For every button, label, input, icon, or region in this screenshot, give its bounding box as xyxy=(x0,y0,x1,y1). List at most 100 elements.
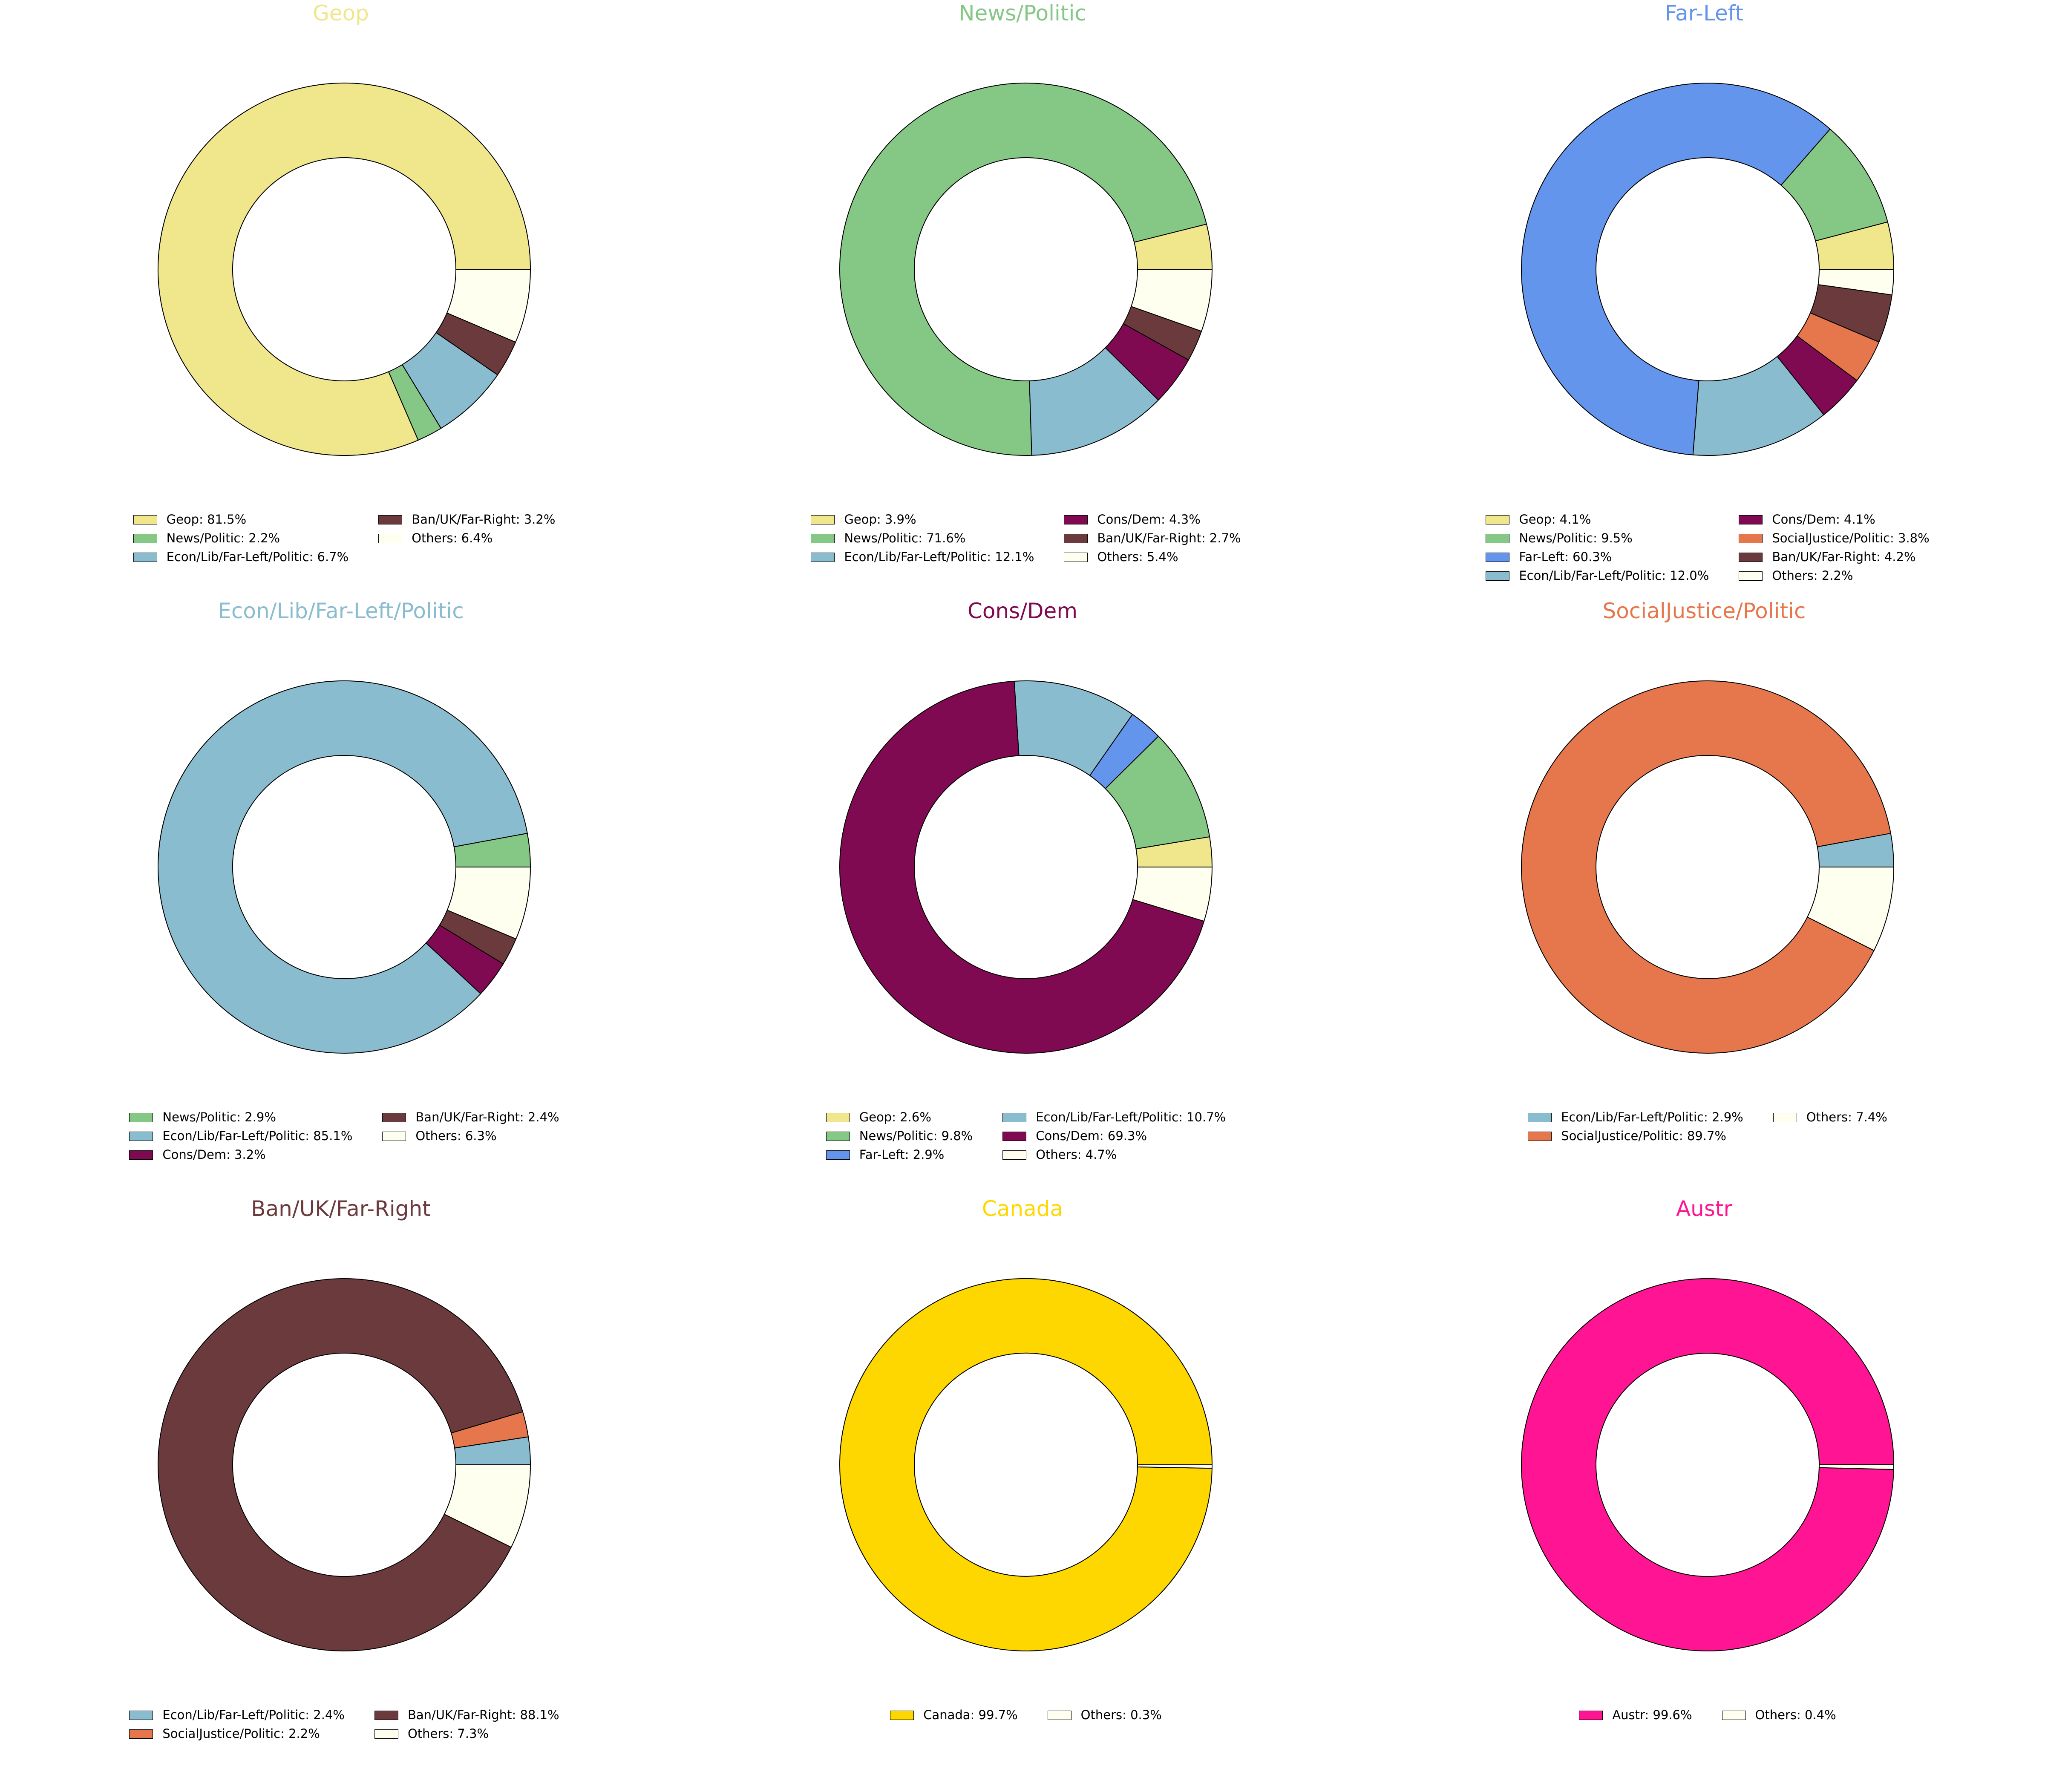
donut-slice-others xyxy=(1807,867,1894,951)
legend-swatch xyxy=(1486,571,1510,581)
legend-item: News/Politic: 9.8% xyxy=(826,1130,973,1142)
legend-label: Others: 0.4% xyxy=(1755,1708,1836,1722)
donut-slice-others xyxy=(1137,1464,1213,1469)
legend-label: Geop: 2.6% xyxy=(859,1110,931,1124)
chart-panel-geop: Geop Geop: 81.5% News/Politic: 2.2% Econ/Li… xyxy=(0,0,682,596)
legend-label: News/Politic: 9.5% xyxy=(1519,531,1633,545)
legend-item: Others: 0.3% xyxy=(1047,1709,1162,1721)
legend-label: Others: 7.4% xyxy=(1806,1110,1887,1124)
donut-chart xyxy=(158,1278,531,1652)
legend-item: Econ/Lib/Far-Left/Politic: 6.7% xyxy=(133,551,349,563)
legend-swatch xyxy=(129,1112,153,1122)
legend-label: SocialJustice/Politic: 2.2% xyxy=(162,1726,320,1741)
donut-chart xyxy=(1521,680,1894,1054)
legend-item: Ban/UK/Far-Right: 88.1% xyxy=(374,1709,559,1721)
legend-swatch xyxy=(129,1729,153,1739)
legend-label: Cons/Dem: 4.3% xyxy=(1097,512,1201,527)
donut-slice-ban-uk-far-right xyxy=(158,1278,523,1652)
legend-item: Ban/UK/Far-Right: 2.4% xyxy=(382,1111,559,1124)
donut-slice-news-politic xyxy=(839,83,1207,456)
chart-title: Geop xyxy=(313,1,369,26)
legend-swatch xyxy=(811,515,835,524)
donut-slice-cons-dem xyxy=(839,680,1205,1054)
legend-swatch xyxy=(133,533,157,543)
legend-swatch xyxy=(1528,1131,1552,1141)
legend-swatch xyxy=(133,515,157,524)
legend-item: Far-Left: 2.9% xyxy=(826,1149,944,1161)
legend-label: Geop: 4.1% xyxy=(1519,512,1591,527)
legend-swatch xyxy=(382,1112,406,1122)
legend-item: Others: 7.3% xyxy=(374,1728,489,1740)
chart-figure: Geop Geop: 81.5% News/Politic: 2.2% Econ/Li… xyxy=(0,0,2045,1740)
legend-label: Others: 6.3% xyxy=(415,1129,497,1143)
donut-slice-others xyxy=(1132,867,1213,922)
legend-item: Geop: 3.9% xyxy=(811,513,916,526)
legend-swatch xyxy=(1579,1710,1603,1720)
legend-item: Others: 0.4% xyxy=(1722,1709,1836,1721)
donut-chart xyxy=(1521,1278,1894,1651)
donut-chart xyxy=(158,680,531,1054)
legend-item: Econ/Lib/Far-Left/Politic: 85.1% xyxy=(129,1130,352,1142)
legend-item: SocialJustice/Politic: 2.2% xyxy=(129,1728,320,1740)
legend-label: SocialJustice/Politic: 3.8% xyxy=(1772,531,1930,545)
donut-slice-others xyxy=(444,1464,531,1548)
legend-label: Far-Left: 60.3% xyxy=(1519,550,1612,564)
legend-item: Ban/UK/Far-Right: 4.2% xyxy=(1739,550,1916,564)
legend-swatch xyxy=(1064,552,1088,562)
legend-label: Econ/Lib/Far-Left/Politic: 6.7% xyxy=(166,550,349,564)
donut-chart xyxy=(839,83,1213,456)
legend-label: Austr: 99.6% xyxy=(1612,1708,1692,1722)
legend-label: Geop: 81.5% xyxy=(166,512,247,527)
legend-item: Ban/UK/Far-Right: 2.7% xyxy=(1064,532,1241,545)
chart-panel-far-left: Far-Left Geop: 4.1% News/Politic: 9.5% Far-… xyxy=(1363,0,2045,596)
legend-item: News/Politic: 71.6% xyxy=(811,532,965,545)
legend-item: News/Politic: 2.9% xyxy=(129,1111,276,1124)
legend-label: Cons/Dem: 4.1% xyxy=(1772,512,1875,527)
legend-item: Others: 7.4% xyxy=(1773,1111,1887,1124)
legend-swatch xyxy=(1064,533,1088,543)
legend-swatch xyxy=(133,552,157,562)
legend-item: Econ/Lib/Far-Left/Politic: 10.7% xyxy=(1002,1111,1226,1124)
legend-item: Others: 6.4% xyxy=(378,532,493,545)
legend-label: SocialJustice/Politic: 89.7% xyxy=(1561,1129,1726,1143)
donut-slice-others xyxy=(446,867,531,939)
legend-swatch xyxy=(129,1131,153,1141)
chart-panel-socialjustice-politic: SocialJustice/Politic Econ/Lib/Far-Left/P… xyxy=(1363,598,2045,1194)
legend-item: SocialJustice/Politic: 89.7% xyxy=(1528,1130,1726,1142)
legend-swatch xyxy=(374,1729,398,1739)
chart-title: News/Politic xyxy=(959,1,1086,26)
legend-swatch xyxy=(378,515,403,524)
legend-item: Ban/UK/Far-Right: 3.2% xyxy=(378,513,555,526)
legend-label: Ban/UK/Far-Right: 4.2% xyxy=(1772,550,1916,564)
legend-label: Others: 2.2% xyxy=(1772,568,1853,583)
legend-label: Cons/Dem: 3.2% xyxy=(162,1147,266,1162)
legend-item: News/Politic: 9.5% xyxy=(1486,531,1633,545)
legend-label: Canada: 99.7% xyxy=(923,1708,1018,1722)
legend-swatch xyxy=(129,1150,153,1160)
legend-label: Others: 4.7% xyxy=(1036,1147,1117,1162)
legend-swatch xyxy=(1002,1150,1027,1160)
legend-item: Econ/Lib/Far-Left/Politic: 12.0% xyxy=(1486,570,1709,582)
legend-item: Econ/Lib/Far-Left/Politic: 2.9% xyxy=(1528,1111,1743,1124)
legend-swatch xyxy=(1047,1710,1071,1720)
legend-label: Cons/Dem: 69.3% xyxy=(1036,1129,1147,1143)
legend-swatch xyxy=(1002,1112,1027,1122)
donut-slice-others xyxy=(1818,1464,1894,1470)
legend-swatch xyxy=(1486,533,1510,543)
legend-swatch xyxy=(826,1131,850,1141)
chart-title: Econ/Lib/Far-Left/Politic xyxy=(218,599,464,623)
chart-title: Cons/Dem xyxy=(967,599,1078,623)
legend-swatch xyxy=(382,1131,406,1141)
donut-slice-econ-lib-far-left-politic xyxy=(158,680,528,1054)
donut-slice-socialjustice-politic xyxy=(1521,680,1891,1054)
legend-swatch xyxy=(1739,571,1763,581)
legend-label: News/Politic: 9.8% xyxy=(859,1129,973,1143)
legend-item: Cons/Dem: 69.3% xyxy=(1002,1130,1147,1142)
chart-title: SocialJustice/Politic xyxy=(1602,599,1806,623)
legend-swatch xyxy=(1739,515,1763,524)
donut-slice-others xyxy=(446,269,531,343)
legend-swatch xyxy=(811,533,835,543)
legend-swatch xyxy=(826,1150,850,1160)
legend-swatch xyxy=(1486,552,1510,562)
chart-title: Far-Left xyxy=(1665,1,1744,26)
